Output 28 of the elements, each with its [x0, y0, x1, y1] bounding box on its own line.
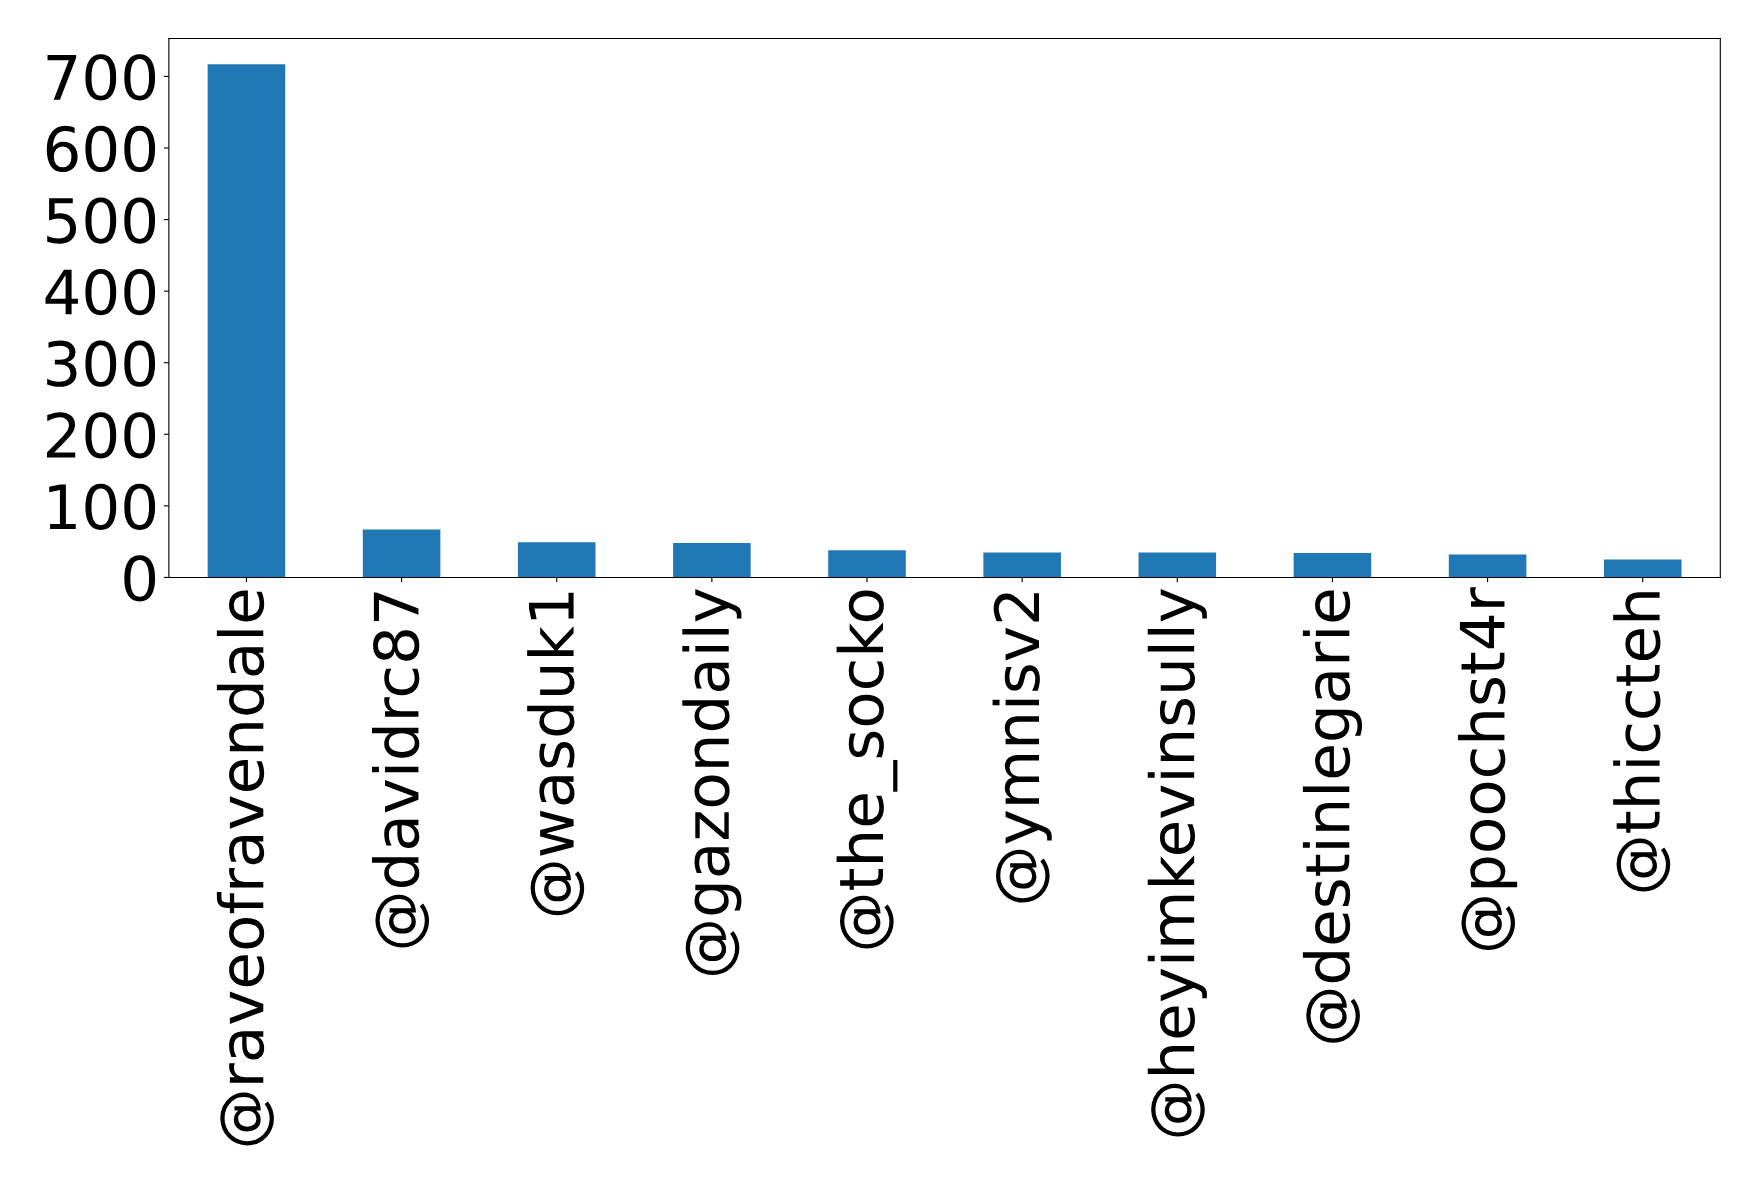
- x-tick-label: @ymnisv2: [992, 593, 1052, 903]
- y-tick-label: 200: [46, 412, 156, 459]
- bar: [1138, 552, 1217, 578]
- bar: [983, 552, 1061, 578]
- bar: [1603, 559, 1682, 578]
- x-tick-label: @gazondaily: [682, 588, 742, 976]
- bar: [517, 542, 596, 578]
- bar: [828, 550, 906, 578]
- y-tick-label: 500: [47, 197, 156, 244]
- y-tick-label: 600: [46, 125, 156, 173]
- x-tick-label: @raveofravendale: [216, 590, 274, 1146]
- y-tick-label: 700: [47, 54, 156, 101]
- x-tick-label: @heyimkevinsully: [1147, 588, 1207, 1137]
- y-tick-label: 300: [47, 340, 156, 387]
- y-tick-label: 100: [49, 483, 156, 530]
- x-tick-label: @poochst4r: [1458, 587, 1518, 950]
- bar: [673, 543, 751, 578]
- y-tick-label: 400: [45, 269, 156, 316]
- bar: [207, 64, 286, 578]
- x-tick-label: @davidrc87: [372, 592, 430, 948]
- y-tick-label: 0: [124, 555, 156, 602]
- bar: [1293, 553, 1372, 578]
- x-tick-label: @wasduk1: [527, 592, 585, 916]
- bar: [362, 529, 441, 578]
- bar: [1448, 554, 1527, 578]
- x-tick-label: @thiccteh: [1613, 592, 1671, 892]
- x-tick-label: @destinlegarie: [1302, 590, 1363, 1043]
- x-tick-label: @the_socko: [836, 590, 898, 949]
